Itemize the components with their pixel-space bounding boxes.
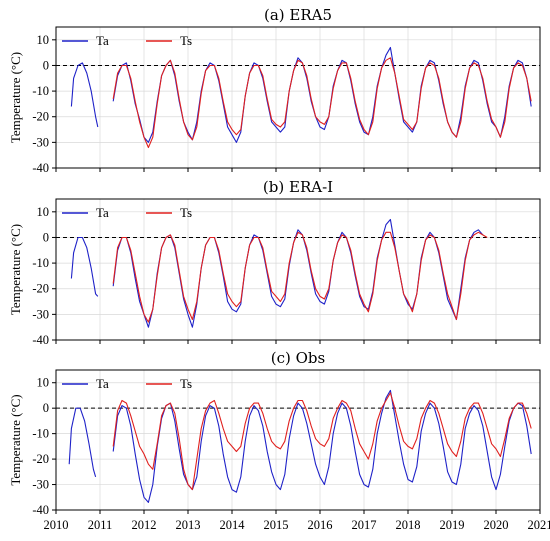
y-tick-label: -20 xyxy=(32,282,49,296)
y-tick-label: -40 xyxy=(32,503,49,517)
series-line-ts xyxy=(112,57,532,149)
panel-title: (b) ERA-I xyxy=(263,178,333,196)
plot-frame xyxy=(55,198,541,341)
y-tick-label: -10 xyxy=(32,427,49,441)
y-tick-label: 0 xyxy=(43,58,49,72)
series-line-ta xyxy=(68,389,532,503)
y-axis-label: Temperature (°C) xyxy=(8,224,23,315)
x-tick-label: 2010 xyxy=(44,518,69,532)
panel-1: 10 0 -10 -20 -30 -40 (a) ERA5 Temperature (°C) T… xyxy=(8,6,541,175)
x-tick-label: 2020 xyxy=(484,518,509,532)
x-tick-label: 2021 xyxy=(528,518,550,532)
series-line-ts xyxy=(112,231,488,323)
legend-label-ts: Ts xyxy=(180,33,192,48)
x-tick-label: 2015 xyxy=(264,518,289,532)
y-tick-label: -40 xyxy=(32,333,49,347)
y-tick-label: -10 xyxy=(32,84,49,98)
legend: Ta Ts xyxy=(62,33,192,48)
y-tick-label: -30 xyxy=(32,135,49,149)
series-line-ts xyxy=(112,392,532,491)
legend-label-ta: Ta xyxy=(96,33,109,48)
y-axis-label: Temperature (°C) xyxy=(8,52,23,143)
series-line-ta xyxy=(70,218,484,328)
y-tick-label: 10 xyxy=(37,205,50,219)
x-tick-label: 2019 xyxy=(440,518,465,532)
y-tick-label: -40 xyxy=(32,161,49,175)
x-tick-label: 2016 xyxy=(308,518,333,532)
panel-title: (a) ERA5 xyxy=(264,6,332,24)
y-tick-label: -30 xyxy=(32,307,49,321)
y-tick-label: 0 xyxy=(43,401,49,415)
x-tick-label: 2011 xyxy=(88,518,113,532)
legend: Ta Ts xyxy=(62,205,192,220)
y-tick-label: 10 xyxy=(37,376,50,390)
legend-label-ts: Ts xyxy=(180,205,192,220)
legend-label-ta: Ta xyxy=(96,205,109,220)
x-tick-label: 2018 xyxy=(396,518,421,532)
y-tick-label: 0 xyxy=(43,230,49,244)
x-tick-label: 2017 xyxy=(352,518,377,532)
plot-frame xyxy=(55,26,541,169)
y-tick-label: -20 xyxy=(32,110,49,124)
panel-2: 10 0 -10 -20 -30 -40 (b) ERA-I Temperature (°C)… xyxy=(8,178,541,347)
x-tick-label: 2012 xyxy=(132,518,157,532)
y-tick-label: -10 xyxy=(32,256,49,270)
y-tick-label: -20 xyxy=(32,452,49,466)
y-tick-label: 10 xyxy=(37,33,50,47)
plot-frame xyxy=(55,369,541,511)
y-tick-label: -30 xyxy=(32,478,49,492)
legend: Ta Ts xyxy=(62,376,192,391)
y-axis-label: Temperature (°C) xyxy=(8,394,23,485)
panel-title: (c) Obs xyxy=(271,349,325,367)
legend-label-ta: Ta xyxy=(96,376,109,391)
legend-label-ts: Ts xyxy=(180,376,192,391)
x-tick-label: 2014 xyxy=(220,518,246,532)
x-tick-label: 2013 xyxy=(176,518,201,532)
